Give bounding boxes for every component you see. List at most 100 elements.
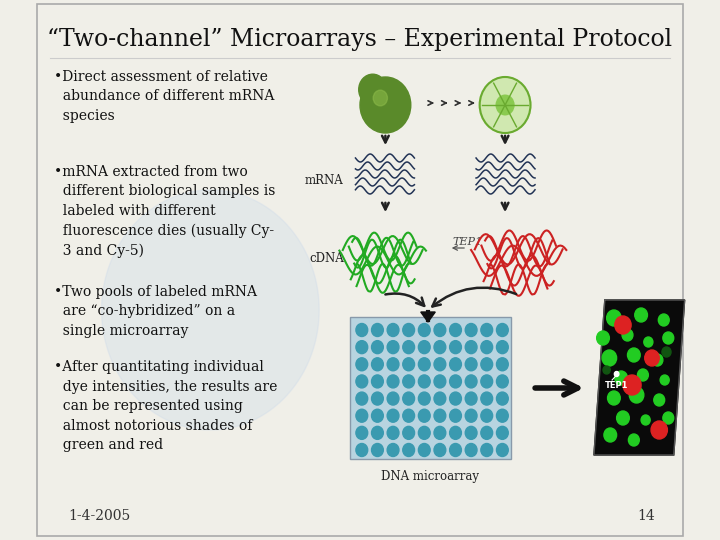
Text: •Two pools of labeled mRNA
  are “co-hybridized” on a
  single microarray: •Two pools of labeled mRNA are “co-hybri… [53, 285, 256, 338]
Circle shape [614, 372, 619, 376]
Text: 14: 14 [637, 509, 654, 523]
Circle shape [372, 358, 383, 371]
Circle shape [481, 427, 492, 440]
Circle shape [418, 427, 430, 440]
Circle shape [481, 409, 492, 422]
Circle shape [356, 341, 368, 354]
Circle shape [418, 409, 430, 422]
Circle shape [497, 443, 508, 456]
Circle shape [481, 323, 492, 336]
Circle shape [360, 77, 411, 133]
Circle shape [449, 323, 462, 336]
Circle shape [651, 421, 667, 439]
Circle shape [481, 341, 492, 354]
Circle shape [402, 341, 415, 354]
Circle shape [372, 443, 383, 456]
Circle shape [449, 341, 462, 354]
Circle shape [449, 375, 462, 388]
Circle shape [602, 350, 616, 366]
FancyBboxPatch shape [37, 4, 683, 536]
Circle shape [623, 375, 641, 395]
Circle shape [497, 409, 508, 422]
Circle shape [481, 443, 492, 456]
Circle shape [434, 323, 446, 336]
Circle shape [465, 375, 477, 388]
Text: •After quantitating individual
  dye intensities, the results are
  can be repre: •After quantitating individual dye inten… [53, 360, 277, 452]
Circle shape [418, 443, 430, 456]
Circle shape [644, 350, 660, 366]
Circle shape [387, 341, 399, 354]
Circle shape [658, 314, 669, 326]
Circle shape [641, 415, 650, 425]
Text: TEP1: TEP1 [452, 237, 482, 247]
Circle shape [387, 443, 399, 456]
Circle shape [418, 341, 430, 354]
Text: 1-4-2005: 1-4-2005 [68, 509, 130, 523]
Circle shape [465, 358, 477, 371]
Circle shape [497, 375, 508, 388]
Circle shape [663, 412, 674, 424]
Circle shape [418, 323, 430, 336]
Circle shape [607, 310, 621, 326]
Circle shape [402, 443, 415, 456]
Circle shape [372, 323, 383, 336]
Circle shape [603, 366, 611, 374]
Circle shape [635, 308, 647, 322]
Circle shape [372, 341, 383, 354]
Circle shape [615, 316, 631, 334]
Text: •mRNA extracted from two
  different biological samples is
  labeled with differ: •mRNA extracted from two different biolo… [53, 165, 275, 258]
Circle shape [615, 371, 628, 385]
Circle shape [449, 358, 462, 371]
Circle shape [660, 375, 669, 385]
Circle shape [434, 443, 446, 456]
Circle shape [402, 409, 415, 422]
Circle shape [387, 427, 399, 440]
Circle shape [418, 392, 430, 405]
Circle shape [356, 375, 368, 388]
Circle shape [434, 358, 446, 371]
Circle shape [654, 394, 665, 406]
Circle shape [418, 375, 430, 388]
Circle shape [387, 392, 399, 405]
Text: •Direct assessment of relative
  abundance of different mRNA
  species: •Direct assessment of relative abundance… [53, 70, 274, 123]
Circle shape [372, 375, 383, 388]
Text: cDNA: cDNA [309, 252, 343, 265]
Circle shape [356, 427, 368, 440]
Circle shape [402, 323, 415, 336]
Circle shape [497, 341, 508, 354]
Circle shape [637, 369, 648, 381]
Circle shape [652, 354, 663, 366]
Circle shape [387, 323, 399, 336]
Circle shape [465, 443, 477, 456]
Circle shape [402, 392, 415, 405]
Circle shape [372, 392, 383, 405]
Polygon shape [594, 300, 685, 455]
Circle shape [465, 409, 477, 422]
Text: “Two-channel” Microarrays – Experimental Protocol: “Two-channel” Microarrays – Experimental… [48, 28, 672, 51]
Circle shape [497, 392, 508, 405]
Circle shape [434, 392, 446, 405]
Circle shape [629, 387, 644, 403]
Circle shape [481, 358, 492, 371]
Circle shape [434, 409, 446, 422]
Circle shape [496, 95, 514, 115]
Text: DNA microarray: DNA microarray [382, 470, 480, 483]
Circle shape [497, 427, 508, 440]
FancyBboxPatch shape [350, 317, 510, 459]
Circle shape [387, 358, 399, 371]
Circle shape [387, 409, 399, 422]
Text: TEP1: TEP1 [605, 381, 629, 389]
Circle shape [387, 375, 399, 388]
Circle shape [356, 323, 368, 336]
Circle shape [465, 392, 477, 405]
Circle shape [628, 348, 640, 362]
Circle shape [629, 434, 639, 446]
Circle shape [373, 90, 387, 106]
Circle shape [497, 323, 508, 336]
Circle shape [465, 427, 477, 440]
Circle shape [481, 375, 492, 388]
Circle shape [356, 409, 368, 422]
Circle shape [616, 411, 629, 425]
Circle shape [449, 392, 462, 405]
Circle shape [465, 323, 477, 336]
